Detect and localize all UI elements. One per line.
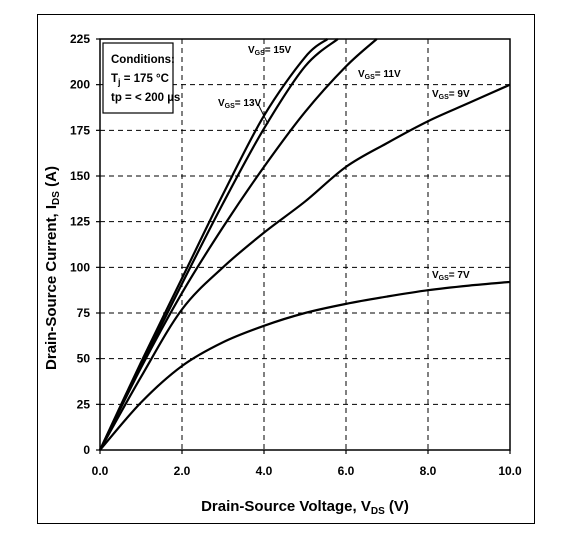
- series-line-vgs-9v: [99, 83, 511, 451]
- label-vgs-13v-pointer: [257, 103, 269, 125]
- y-tick-label: 225: [70, 32, 90, 46]
- conditions-box: Conditions: Tj = 175 °C tp = < 200 µs: [102, 42, 180, 114]
- series-line-vgs-7v: [99, 280, 511, 451]
- y-tick-label: 50: [77, 352, 91, 366]
- x-tick-label: 10.0: [498, 464, 522, 478]
- x-tick-label: 0.0: [92, 464, 109, 478]
- label-vgs-15v: VGS= 15V: [248, 45, 292, 57]
- series-line-vgs-15v: [99, 38, 329, 451]
- y-tick-label: 200: [70, 78, 90, 92]
- y-tick-label: 0: [83, 443, 90, 457]
- y-axis-title: Drain-Source Current, IDS (A): [43, 166, 62, 370]
- y-tick-label: 25: [77, 397, 91, 411]
- y-tick-label: 125: [70, 215, 90, 229]
- label-vgs-13v: VGS= 13V: [218, 98, 262, 110]
- curves: [99, 38, 511, 451]
- tick-labels: 0.0 2.0 4.0 6.0 8.0 10.0 0 25 50 75 100 125 150 175 20…: [70, 32, 522, 478]
- x-tick-label: 6.0: [338, 464, 355, 478]
- conditions-pulse: tp = < 200 µs: [111, 92, 180, 104]
- chart-frame: [37, 14, 535, 524]
- x-tick-label: 2.0: [174, 464, 191, 478]
- y-tick-label: 150: [70, 169, 90, 183]
- conditions-title: Conditions:: [111, 54, 175, 66]
- series-line-vgs-11v: [99, 38, 378, 451]
- y-tick-label: 100: [70, 260, 90, 274]
- label-vgs-11v: VGS= 11V: [358, 69, 401, 81]
- x-axis-title: Drain-Source Voltage, VDS (V): [201, 498, 409, 517]
- conditions-temperature: Tj = 175 °C: [111, 73, 169, 87]
- y-tick-label: 175: [70, 123, 90, 137]
- grid: [100, 39, 510, 450]
- y-tick-label: 75: [77, 306, 91, 320]
- label-vgs-7v: VGS= 7V: [432, 270, 470, 282]
- plot-area-border: [99, 38, 511, 451]
- conditions-box-border: [102, 42, 174, 114]
- x-tick-label: 4.0: [256, 464, 273, 478]
- label-vgs-9v: VGS= 9V: [432, 89, 470, 101]
- x-tick-label: 8.0: [420, 464, 437, 478]
